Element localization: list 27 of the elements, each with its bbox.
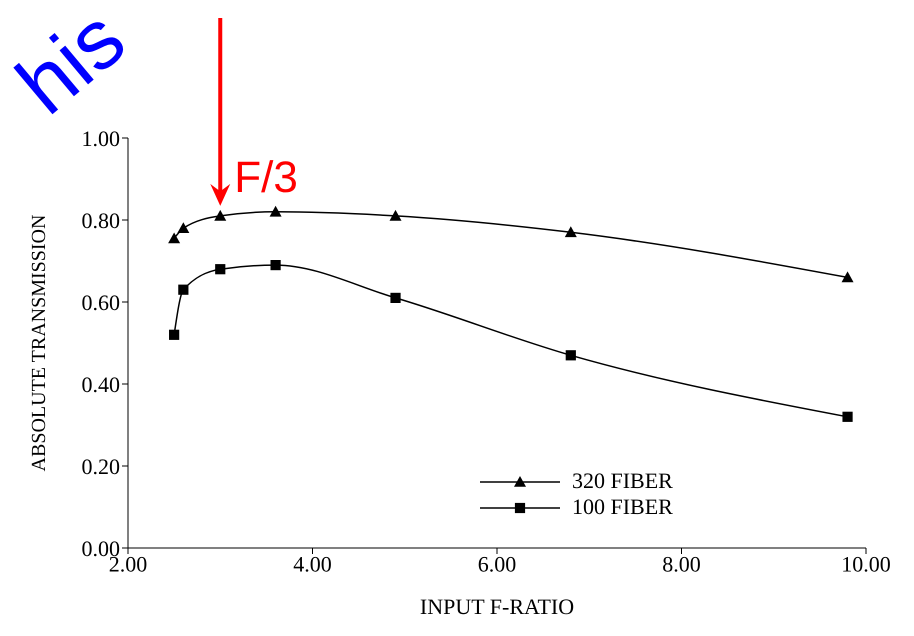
point — [842, 271, 854, 282]
x-tick-label: 10.00 — [841, 552, 891, 577]
point — [169, 330, 180, 340]
point — [214, 210, 226, 221]
point — [390, 292, 401, 303]
x-tick-label: 4.00 — [293, 552, 332, 577]
point — [842, 412, 853, 422]
y-tick-label: 0.40 — [82, 372, 120, 397]
point — [270, 260, 281, 270]
x-tick-label: 6.00 — [478, 552, 516, 577]
point — [178, 284, 188, 295]
point — [177, 222, 190, 233]
point — [270, 206, 282, 217]
y-tick-label: 0.60 — [82, 290, 120, 315]
point — [390, 210, 402, 221]
y-tick-label: 0.80 — [82, 208, 120, 233]
point — [564, 226, 577, 238]
legend-label: 100 FIBER — [572, 494, 674, 519]
legend-label: 320 FIBER — [572, 468, 674, 493]
point — [168, 232, 180, 244]
annotation: F/3 — [234, 152, 298, 202]
y-axis-title: ABSOLUTE TRANSMISSION — [28, 214, 50, 472]
x-axis-title: INPUT F-RATIO — [420, 594, 574, 619]
point — [566, 350, 576, 360]
point — [215, 264, 226, 274]
x-tick-label: 8.00 — [662, 552, 701, 577]
y-tick-label: 0.20 — [82, 454, 120, 479]
